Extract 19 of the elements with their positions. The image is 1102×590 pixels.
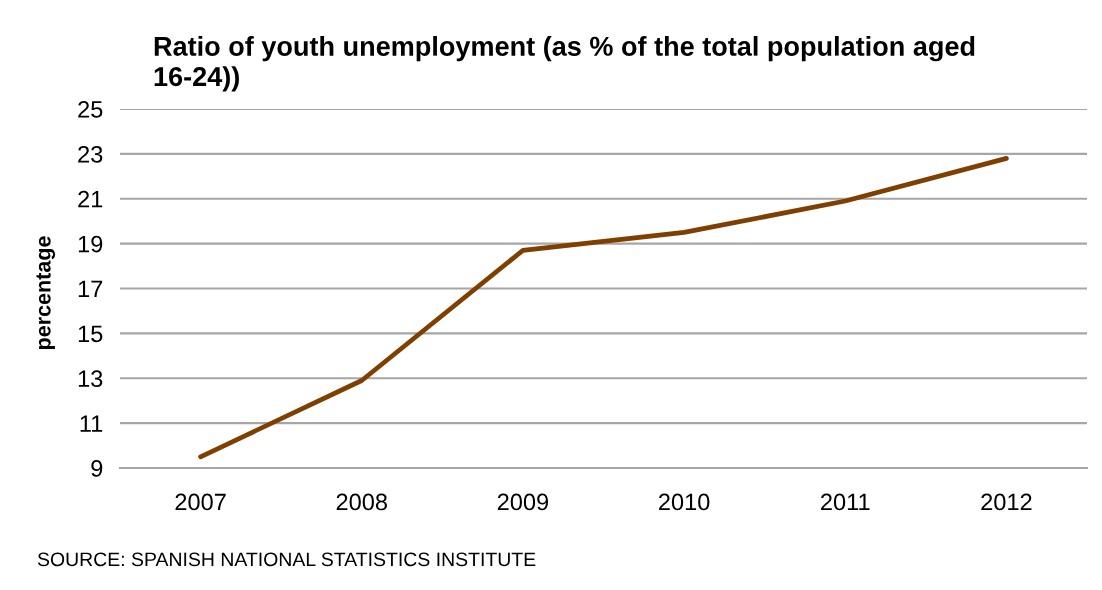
x-tick-label: 2011 bbox=[821, 493, 870, 511]
chart-title: Ratio of youth unemployment (as % of the total population aged 16-24)) bbox=[154, 36, 975, 92]
source-note: SOURCE: SPANISH NATIONAL STATISTICS INSTITUTE bbox=[37, 552, 536, 567]
y-tick-label: 9 bbox=[91, 460, 103, 477]
line-series bbox=[198, 156, 1009, 460]
y-tick-label: 25 bbox=[78, 101, 103, 118]
y-tick-label: 21 bbox=[78, 190, 103, 208]
x-tick-label: 2007 bbox=[175, 493, 226, 511]
x-tick-label: 2012 bbox=[981, 493, 1032, 511]
y-tick-label: 15 bbox=[78, 325, 103, 343]
y-tick-label: 19 bbox=[78, 235, 103, 253]
y-tick-label: 17 bbox=[78, 280, 103, 298]
y-axis-title: percentage bbox=[36, 236, 56, 350]
y-tick-label: 23 bbox=[78, 145, 103, 163]
x-tick-label: 2008 bbox=[336, 493, 387, 511]
y-tick-label: 13 bbox=[78, 370, 103, 388]
x-tick-label: 2009 bbox=[497, 493, 549, 511]
y-tick-label: 11 bbox=[80, 415, 103, 432]
x-tick-label: 2010 bbox=[659, 493, 710, 511]
